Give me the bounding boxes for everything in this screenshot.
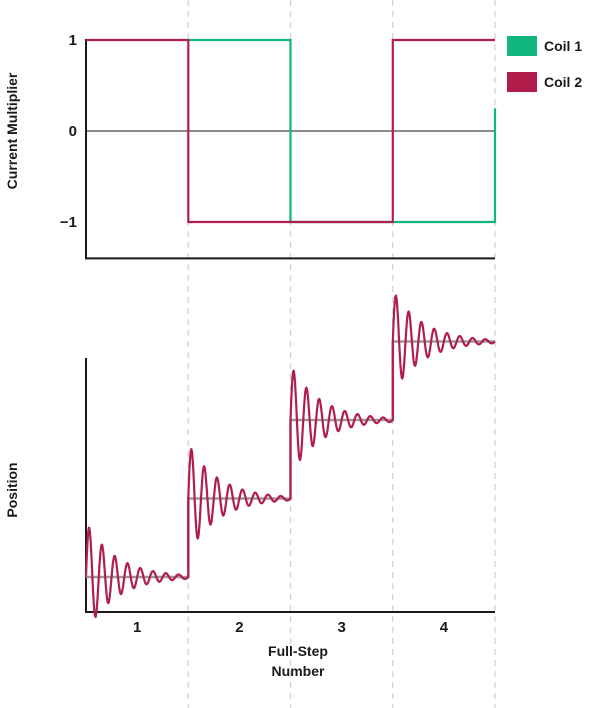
y-tick-label-minus-1: −1	[60, 214, 77, 231]
top-y-axis-title: Current Multiplier	[4, 72, 20, 189]
bottom-series-group	[84, 294, 496, 619]
series-line-coil-2	[86, 38, 495, 224]
x-tick-label-4: 4	[440, 619, 449, 636]
x-tick-label-3: 3	[337, 619, 345, 636]
legend-label-coil-2: Coil 2	[544, 74, 582, 90]
x-axis-title-line-1: Full-Step	[268, 643, 328, 659]
legend: Coil 1 Coil 2	[507, 36, 582, 92]
legend-label-coil-1: Coil 1	[544, 38, 582, 54]
y-tick-label-1: 1	[69, 32, 77, 49]
actual-position-ringing-line	[84, 294, 496, 619]
top-series-group	[86, 38, 497, 224]
x-tick-label-1: 1	[133, 619, 141, 636]
legend-swatch-coil-2	[507, 72, 537, 92]
x-tick-label-2: 2	[235, 619, 243, 636]
x-axis-title-line-2: Number	[272, 663, 325, 679]
position-chart: 1 2 3 4 Position Full-Step Number	[4, 294, 496, 679]
bottom-y-axis-title: Position	[4, 462, 20, 517]
current-chart: 1 0 −1 Current Multiplier	[4, 32, 497, 260]
step-grid	[187, 0, 496, 708]
legend-swatch-coil-1	[507, 36, 537, 56]
y-tick-label-0: 0	[69, 123, 77, 140]
